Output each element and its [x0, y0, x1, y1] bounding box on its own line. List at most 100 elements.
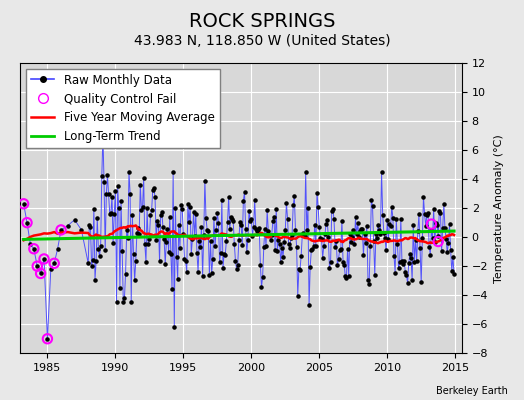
Point	[88, 263, 96, 269]
Point	[153, 218, 161, 224]
Point	[102, 191, 111, 198]
Point	[416, 245, 424, 251]
Point	[330, 216, 338, 222]
Point	[403, 280, 412, 286]
Point	[170, 324, 179, 330]
Point	[293, 292, 302, 299]
Point	[263, 207, 271, 214]
Point	[280, 239, 288, 246]
Point	[262, 242, 270, 249]
Point	[96, 243, 105, 249]
Point	[376, 231, 385, 237]
Point	[259, 244, 268, 250]
Legend: Raw Monthly Data, Quality Control Fail, Five Year Moving Average, Long-Term Tren: Raw Monthly Data, Quality Control Fail, …	[26, 69, 220, 148]
Point	[409, 222, 418, 228]
Point	[179, 231, 188, 237]
Point	[194, 269, 202, 275]
Point	[192, 211, 200, 218]
Point	[381, 235, 389, 242]
Point	[391, 269, 399, 276]
Point	[53, 246, 62, 252]
Point	[266, 237, 275, 244]
Point	[411, 236, 420, 243]
Point	[420, 211, 429, 217]
Point	[435, 208, 443, 214]
Point	[89, 256, 97, 263]
Point	[417, 279, 425, 286]
Point	[236, 218, 244, 225]
Point	[142, 259, 150, 265]
Point	[84, 260, 92, 266]
Point	[269, 218, 277, 224]
Point	[440, 201, 448, 208]
Point	[97, 173, 106, 180]
Point	[93, 215, 102, 222]
Point	[357, 226, 365, 232]
Point	[165, 249, 173, 255]
Point	[289, 202, 298, 208]
Point	[189, 209, 198, 216]
Point	[372, 231, 380, 238]
Point	[308, 246, 316, 252]
Point	[245, 208, 253, 214]
Point	[432, 220, 440, 226]
Point	[340, 261, 348, 268]
Point	[215, 258, 224, 265]
Point	[126, 190, 134, 197]
Point	[237, 222, 245, 228]
Point	[319, 254, 327, 261]
Point	[303, 227, 311, 233]
Point	[250, 197, 259, 204]
Point	[145, 236, 154, 242]
Point	[211, 243, 219, 250]
Point	[200, 232, 208, 239]
Point	[140, 241, 149, 248]
Point	[408, 277, 417, 283]
Point	[176, 244, 184, 251]
Point	[282, 200, 291, 206]
Point	[383, 217, 391, 224]
Point	[316, 235, 324, 241]
Point	[172, 254, 181, 260]
Y-axis label: Temperature Anomaly (°C): Temperature Anomaly (°C)	[494, 134, 504, 282]
Point	[271, 246, 279, 253]
Point	[323, 217, 331, 223]
Point	[166, 214, 174, 220]
Point	[281, 227, 289, 234]
Point	[182, 268, 191, 275]
Point	[30, 246, 38, 252]
Point	[377, 169, 386, 176]
Point	[374, 222, 383, 228]
Point	[213, 210, 222, 216]
Point	[130, 277, 139, 284]
Point	[196, 244, 204, 250]
Point	[328, 208, 336, 214]
Point	[438, 247, 446, 254]
Point	[283, 216, 292, 222]
Point	[63, 222, 72, 229]
Point	[243, 249, 251, 255]
Point	[120, 295, 128, 301]
Point	[427, 227, 435, 233]
Point	[116, 285, 124, 291]
Point	[30, 246, 38, 252]
Point	[447, 268, 456, 274]
Point	[77, 227, 85, 233]
Point	[70, 216, 79, 223]
Point	[171, 205, 180, 211]
Point	[325, 264, 334, 271]
Point	[208, 270, 216, 276]
Point	[418, 235, 427, 241]
Point	[234, 262, 242, 268]
Point	[358, 226, 366, 232]
Point	[320, 243, 328, 250]
Point	[99, 132, 107, 139]
Point	[353, 231, 361, 238]
Point	[152, 236, 160, 243]
Point	[288, 232, 296, 239]
Point	[134, 225, 142, 232]
Point	[398, 258, 406, 264]
Point	[143, 205, 151, 212]
Point	[389, 214, 397, 221]
Point	[168, 286, 176, 292]
